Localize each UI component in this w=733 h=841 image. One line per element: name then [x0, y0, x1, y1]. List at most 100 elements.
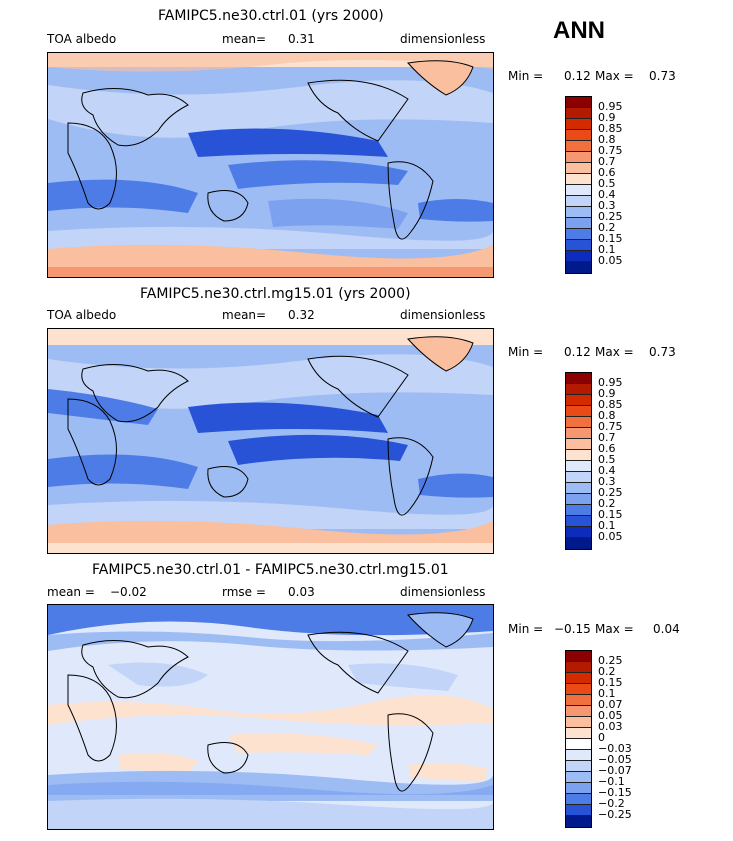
colorbar-tick-label: 0.25	[598, 654, 623, 667]
colorbar-tick-label: 0.5	[598, 453, 616, 466]
colorbar-tick-label: −0.25	[598, 808, 632, 821]
colorbar-swatch	[566, 450, 591, 461]
colorbar-swatch	[566, 805, 591, 816]
panel-1-min-value: 0.12	[564, 69, 591, 83]
colorbar-tick-label: 0.1	[598, 243, 616, 256]
panel-1-mean-label: mean=	[222, 32, 267, 46]
colorbar-swatch	[566, 108, 591, 119]
colorbar-swatch	[566, 218, 591, 229]
colorbar-tick-label: 0.5	[598, 177, 616, 190]
colorbar-swatch	[566, 152, 591, 163]
colorbar-swatch	[566, 783, 591, 794]
colorbar-swatch	[566, 695, 591, 706]
colorbar-tick-label: 0	[598, 731, 605, 744]
panel-1-variable-label: TOA albedo	[47, 32, 117, 46]
colorbar-tick-label: 0.9	[598, 111, 616, 124]
panel-2-min-label: Min =	[508, 345, 544, 359]
colorbar-swatch	[566, 439, 591, 450]
colorbar-swatch	[566, 240, 591, 251]
colorbar-swatch	[566, 505, 591, 516]
panel-3-mean-label: mean =	[47, 585, 95, 599]
panel-1-units: dimensionless	[400, 32, 486, 46]
panel-3-rmse-value: 0.03	[288, 585, 315, 599]
panel-3-colorbar	[565, 650, 592, 828]
colorbar-swatch	[566, 516, 591, 527]
colorbar-swatch	[566, 538, 591, 549]
colorbar-swatch	[566, 728, 591, 739]
colorbar-tick-label: 0.75	[598, 420, 623, 433]
season-label: ANN	[553, 17, 605, 44]
colorbar-swatch	[566, 97, 591, 108]
colorbar-tick-label: 0.8	[598, 133, 616, 146]
panel-2-mean-value: 0.32	[288, 308, 315, 322]
panel-2-variable-label: TOA albedo	[47, 308, 117, 322]
colorbar-tick-label: −0.07	[598, 764, 632, 777]
colorbar-swatch	[566, 772, 591, 783]
colorbar-tick-label: 0.95	[598, 376, 623, 389]
panel-2-mean-label: mean=	[222, 308, 267, 322]
colorbar-swatch	[566, 750, 591, 761]
colorbar-swatch	[566, 373, 591, 384]
colorbar-tick-label: 0.95	[598, 100, 623, 113]
colorbar-tick-label: 0.15	[598, 676, 623, 689]
colorbar-swatch	[566, 483, 591, 494]
colorbar-tick-label: 0.3	[598, 199, 616, 212]
colorbar-tick-label: 0.4	[598, 464, 616, 477]
panel-2-max-value: 0.73	[649, 345, 676, 359]
colorbar-tick-label: 0.7	[598, 431, 616, 444]
colorbar-swatch	[566, 229, 591, 240]
panel-2-units: dimensionless	[400, 308, 486, 322]
colorbar-swatch	[566, 196, 591, 207]
panel-1-mean-value: 0.31	[288, 32, 315, 46]
colorbar-tick-label: 0.25	[598, 486, 623, 499]
colorbar-swatch	[566, 174, 591, 185]
colorbar-swatch	[566, 428, 591, 439]
colorbar-swatch	[566, 395, 591, 406]
colorbar-tick-label: 0.05	[598, 530, 623, 543]
colorbar-tick-label: −0.03	[598, 742, 632, 755]
colorbar-swatch	[566, 461, 591, 472]
panel-1-title: FAMIPC5.ne30.ctrl.01 (yrs 2000)	[158, 8, 384, 24]
panel-2-title: FAMIPC5.ne30.ctrl.mg15.01 (yrs 2000)	[140, 286, 411, 302]
panel-1-map	[47, 52, 494, 278]
panel-1-min-label: Min =	[508, 69, 544, 83]
colorbar-swatch	[566, 141, 591, 152]
panel-2-map	[47, 328, 494, 554]
colorbar-tick-label: 0.07	[598, 698, 623, 711]
colorbar-tick-label: 0.05	[598, 254, 623, 267]
colorbar-swatch	[566, 706, 591, 717]
colorbar-tick-label: 0.15	[598, 508, 623, 521]
panel-3-min-label: Min =	[508, 622, 544, 636]
colorbar-tick-label: 0.05	[598, 709, 623, 722]
colorbar-tick-label: 0.9	[598, 387, 616, 400]
colorbar-swatch	[566, 651, 591, 662]
colorbar-swatch	[566, 472, 591, 483]
panel-1-colorbar	[565, 96, 592, 274]
colorbar-tick-label: 0.15	[598, 232, 623, 245]
colorbar-tick-label: 0.4	[598, 188, 616, 201]
colorbar-tick-label: 0.85	[598, 398, 623, 411]
colorbar-tick-label: 0.85	[598, 122, 623, 135]
colorbar-swatch	[566, 662, 591, 673]
colorbar-swatch	[566, 384, 591, 395]
colorbar-swatch	[566, 417, 591, 428]
panel-3-mean-value: −0.02	[110, 585, 147, 599]
colorbar-swatch	[566, 717, 591, 728]
panel-2-max-label: Max =	[595, 345, 634, 359]
colorbar-swatch	[566, 739, 591, 750]
panel-3-max-label: Max =	[595, 622, 634, 636]
colorbar-swatch	[566, 794, 591, 805]
panel-2-min-value: 0.12	[564, 345, 591, 359]
panel-3-title: FAMIPC5.ne30.ctrl.01 - FAMIPC5.ne30.ctrl…	[92, 562, 449, 578]
colorbar-swatch	[566, 761, 591, 772]
colorbar-swatch	[566, 673, 591, 684]
colorbar-swatch	[566, 119, 591, 130]
panel-2-colorbar	[565, 372, 592, 550]
colorbar-tick-label: 0.75	[598, 144, 623, 157]
colorbar-tick-label: −0.05	[598, 753, 632, 766]
colorbar-tick-label: 0.03	[598, 720, 623, 733]
colorbar-tick-label: 0.8	[598, 409, 616, 422]
colorbar-swatch	[566, 816, 591, 827]
colorbar-tick-label: 0.7	[598, 155, 616, 168]
colorbar-tick-label: 0.1	[598, 687, 616, 700]
